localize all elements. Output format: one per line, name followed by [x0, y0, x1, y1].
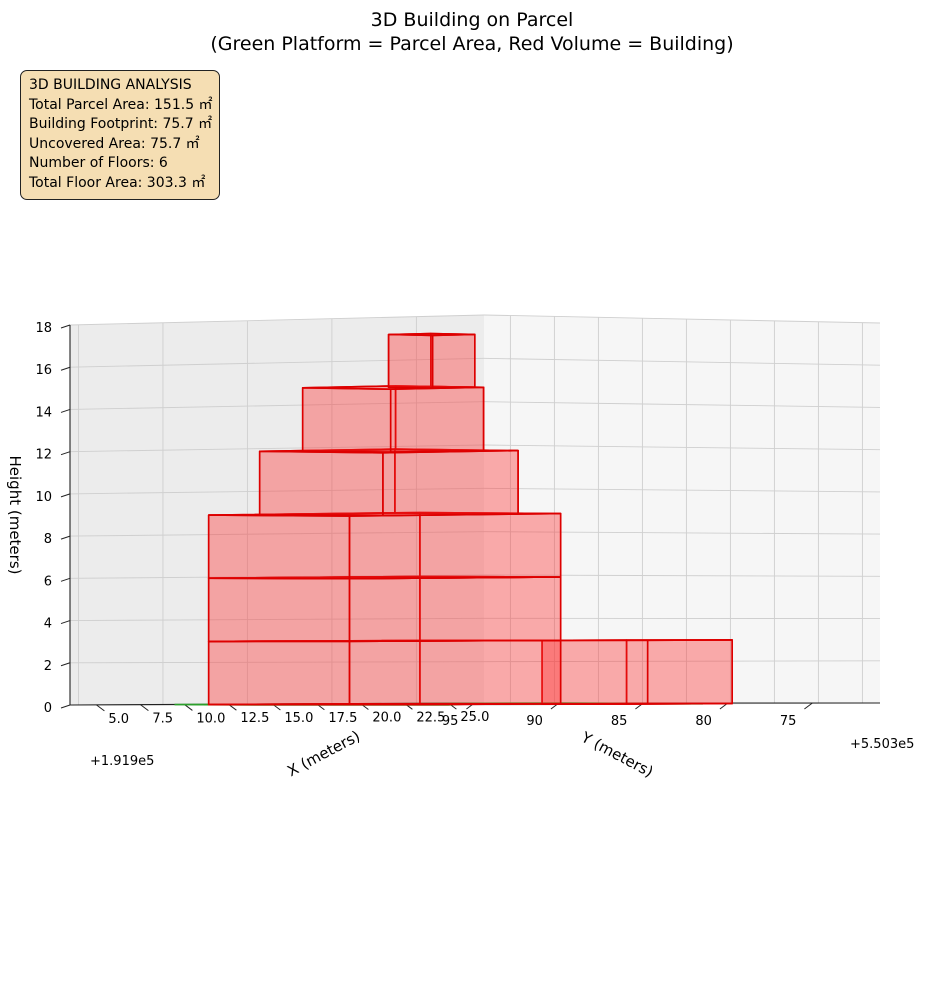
z-axis-label: Height (meters): [6, 456, 24, 575]
grid-line-wall-z: [69, 487, 485, 495]
z-tick-mark: [60, 451, 71, 456]
grid-line-wall-z: [69, 661, 485, 664]
tick-labels: 5.0 7.5 10.0 12.5 15.0 17.5 20.0 22.5 25.0 758085…: [35, 321, 813, 729]
building-block-3-face: [348, 576, 562, 643]
grid-line-wall-z: [69, 617, 485, 622]
building-block-1-face: [541, 639, 734, 642]
plot-marks: [174, 332, 734, 706]
analysis-info-box: 3D BUILDING ANALYSIS Total Parcel Area: …: [20, 70, 220, 200]
grid-line-wall2-z: [483, 314, 881, 324]
grid-line-wall2-z: [483, 660, 881, 663]
building-block-2-face: [348, 639, 562, 705]
z-tick-label: 6: [44, 574, 52, 589]
x-tick-label: 20.0: [372, 711, 401, 726]
z-tick-mark: [60, 324, 71, 329]
building-block-5-face: [382, 449, 519, 517]
z-tick-mark: [60, 577, 71, 582]
grid-line-wall2-z: [483, 574, 881, 577]
y-tick-mark: [804, 702, 813, 710]
z-tick-label: 10: [35, 490, 52, 505]
grid-line-wall-z: [69, 531, 485, 537]
x-tick-label: 12.5: [240, 711, 269, 726]
x-tick-mark: [96, 704, 105, 712]
right-wall-pane: [484, 315, 880, 705]
x-tick-label: 17.5: [328, 711, 357, 726]
grid-line-wall2-z: [483, 401, 881, 408]
y-tick-label: 80: [695, 714, 712, 729]
x-axis-label: X (meters): [284, 727, 363, 780]
info-total-floor-area: Total Floor Area: 303.3 ㎡: [29, 174, 206, 191]
z-tick-mark: [60, 493, 71, 498]
z-tick-mark: [60, 366, 71, 371]
z-tick-mark: [60, 408, 71, 413]
building-block-6-face: [301, 386, 392, 453]
y-tick-label: 95: [442, 714, 459, 729]
grid-line-wall2-z: [483, 531, 881, 535]
z-tick-label: 0: [44, 701, 52, 716]
building-block-4-face: [348, 512, 562, 580]
building-block-3-face: [207, 577, 351, 643]
grid-line-wall-z: [69, 401, 485, 410]
building-block-1-face: [646, 639, 734, 705]
z-tick-label: 14: [35, 405, 52, 420]
building-block-4-face: [207, 514, 351, 580]
info-number-of-floors: Number of Floors: 6: [29, 155, 168, 171]
z-tick-mark: [60, 620, 71, 625]
y-tick-label: 85: [611, 714, 628, 729]
x-tick-mark: [140, 704, 149, 712]
info-building-footprint: Building Footprint: 75.7 ㎡: [29, 116, 213, 132]
z-tick-label: 8: [44, 532, 52, 547]
x-tick-label: 15.0: [284, 711, 313, 726]
building-block-7-face: [387, 333, 434, 389]
y-tick-label: 90: [526, 714, 543, 729]
y-offset-label: +5.503e5: [850, 737, 914, 752]
info-uncovered-area: Uncovered Area: 75.7 ㎡: [29, 135, 200, 152]
info-heading: 3D BUILDING ANALYSIS: [29, 77, 192, 93]
building-block-6-face: [389, 386, 485, 453]
grid-line-wall2-z: [483, 444, 881, 451]
y-axis-label: Y (meters): [578, 728, 657, 781]
grid-line-wall-z: [69, 314, 485, 326]
x-tick-label: 25.0: [460, 710, 489, 725]
x-tick-label: 10.0: [196, 711, 225, 726]
x-tick-label: 5.0: [108, 712, 129, 727]
axis-panes: [70, 315, 880, 705]
y-tick-label: 75: [780, 714, 797, 729]
building-block-2-face: [207, 640, 351, 706]
grid-line-wall-z: [69, 444, 485, 453]
z-tick-mark: [60, 704, 71, 709]
building-block-7-face: [431, 333, 476, 389]
left-wall-pane: [70, 315, 484, 705]
z-tick-label: 18: [35, 321, 52, 336]
z-tick-mark: [60, 662, 71, 667]
x-offset-label: +1.919e5: [90, 754, 154, 769]
z-tick-label: 16: [35, 363, 52, 378]
building-block-5-face: [258, 450, 384, 517]
grid-line-wall-z: [69, 574, 485, 579]
x-tick-label: 22.5: [416, 710, 445, 725]
grid-line-wall2-z: [483, 487, 881, 493]
info-total-parcel-area: Total Parcel Area: 151.5 ㎡: [29, 96, 213, 113]
z-tick-label: 4: [44, 617, 52, 632]
chart-subtitle: (Green Platform = Parcel Area, Red Volum…: [210, 33, 733, 55]
z-tick-label: 2: [44, 659, 52, 674]
grid-line-wall-z: [69, 357, 485, 368]
chart-title: 3D Building on Parcel: [371, 9, 574, 31]
z-tick-mark: [60, 535, 71, 540]
building-block-7-face: [387, 332, 476, 337]
grid-line-wall2-z: [483, 357, 881, 366]
z-tick-label: 12: [35, 448, 52, 463]
x-tick-label: 7.5: [152, 712, 173, 727]
